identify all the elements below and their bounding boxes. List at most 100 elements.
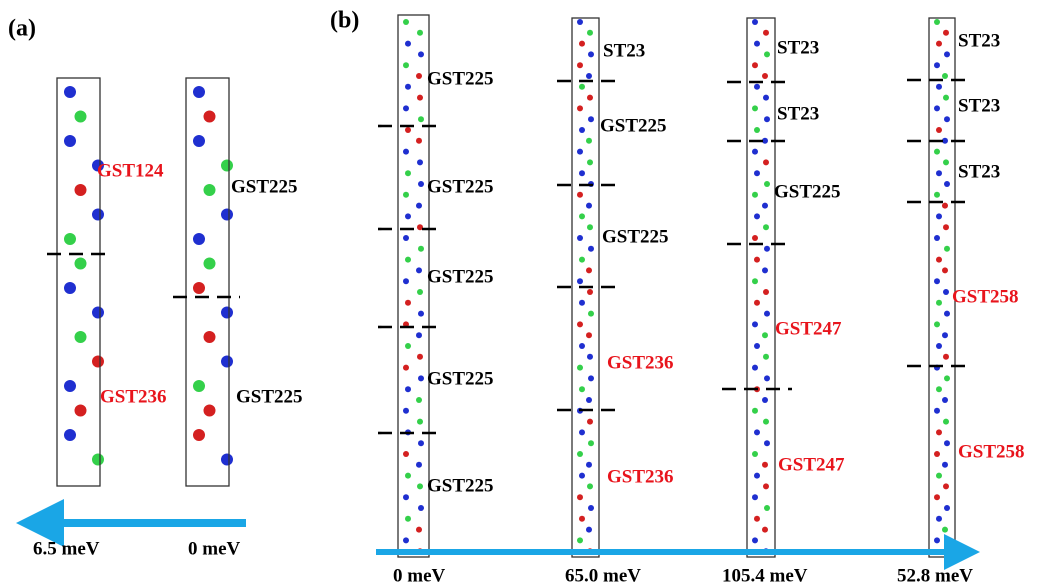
atom	[936, 429, 942, 436]
atom	[221, 306, 233, 319]
atom	[579, 40, 585, 47]
atom	[416, 332, 422, 339]
atom	[588, 440, 594, 447]
atom	[762, 332, 768, 339]
atom	[405, 83, 411, 90]
atom	[934, 321, 940, 328]
atom	[934, 235, 940, 241]
block-label: ST23	[777, 103, 819, 124]
atom	[752, 451, 758, 457]
atom	[587, 29, 593, 36]
atom	[64, 233, 76, 245]
atom	[577, 191, 583, 198]
atom	[416, 267, 422, 274]
atom	[754, 40, 760, 47]
atom	[577, 62, 583, 69]
atom	[943, 29, 949, 36]
block-label: ST23	[777, 37, 819, 58]
atom	[403, 407, 409, 414]
atom	[577, 105, 583, 112]
atom	[579, 515, 585, 522]
atom	[754, 515, 760, 522]
atom	[752, 19, 758, 25]
atom	[762, 267, 768, 274]
atom	[762, 73, 768, 79]
atom	[417, 289, 423, 295]
atom	[587, 418, 593, 425]
energy-label: 65.0 meV	[565, 565, 641, 586]
atom	[944, 51, 950, 58]
atom	[416, 137, 422, 144]
atom	[403, 451, 409, 457]
atom	[203, 404, 216, 417]
cell	[397, 14, 430, 558]
atom	[764, 440, 770, 447]
atom	[193, 233, 205, 245]
atom	[92, 453, 104, 466]
atom	[74, 110, 87, 123]
atom	[936, 127, 942, 133]
atom	[754, 472, 760, 479]
atom	[193, 86, 205, 98]
atom	[579, 213, 585, 220]
block-label: GST225	[427, 368, 494, 389]
atom	[416, 526, 422, 533]
atom	[942, 137, 948, 144]
atom	[203, 184, 216, 196]
atom	[579, 170, 585, 177]
energy-label: 6.5 meV	[33, 538, 100, 559]
atom	[193, 380, 205, 392]
atom	[579, 472, 585, 479]
atom	[577, 494, 583, 501]
atom	[934, 105, 940, 112]
atom	[92, 208, 104, 221]
atom	[934, 537, 940, 544]
atom	[418, 116, 424, 123]
atom	[579, 386, 585, 393]
atom	[64, 135, 76, 147]
atom	[588, 375, 594, 382]
atom	[942, 461, 948, 468]
atom	[92, 306, 104, 319]
atom	[193, 282, 205, 294]
panel-label: (b)	[330, 8, 359, 34]
atom	[762, 397, 768, 403]
atom	[418, 375, 424, 382]
atom	[64, 429, 76, 441]
atom	[934, 451, 940, 457]
block-label: GST247	[778, 454, 845, 475]
atom	[752, 235, 758, 241]
atom	[577, 537, 583, 544]
atom	[754, 127, 760, 133]
atom	[577, 364, 583, 371]
atom	[417, 29, 423, 36]
atom	[586, 526, 592, 533]
atom	[754, 299, 760, 306]
atom	[405, 299, 411, 306]
atom	[763, 159, 769, 166]
block-label: GST124	[97, 160, 164, 181]
atom	[944, 116, 950, 123]
atom	[405, 127, 411, 133]
atom	[936, 515, 942, 522]
atom	[405, 213, 411, 220]
atom	[418, 181, 424, 187]
atom	[943, 289, 949, 295]
atom	[934, 191, 940, 198]
block-label: GST225	[774, 181, 841, 202]
atom	[418, 245, 424, 252]
atom	[579, 256, 585, 263]
atom	[577, 19, 583, 25]
atom	[752, 364, 758, 371]
atom	[587, 289, 593, 295]
atom	[762, 202, 768, 209]
atom	[403, 19, 409, 25]
atom	[418, 505, 424, 511]
atom	[405, 386, 411, 393]
atom	[934, 494, 940, 501]
atom	[763, 418, 769, 425]
atom	[417, 483, 423, 490]
block-label: GST225	[427, 475, 494, 496]
atom	[942, 267, 948, 274]
atom	[936, 386, 942, 393]
